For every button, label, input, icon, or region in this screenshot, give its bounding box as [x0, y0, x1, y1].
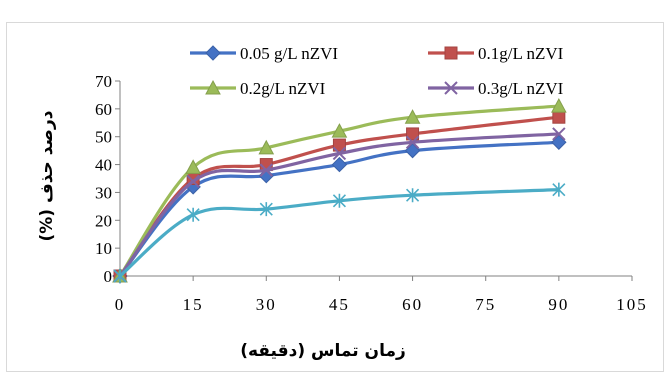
legend: 0.05 g/L nZVI 0.1g/L nZVI 0.2g/L nZVI 0.3g/… — [190, 44, 564, 98]
series-1 — [112, 134, 567, 284]
x-tick-label: 105 — [616, 295, 648, 314]
chart-frame — [6, 22, 664, 372]
data-point — [186, 174, 200, 188]
legend-label: 0.1g/L nZVI — [478, 44, 564, 63]
legend-marker — [205, 45, 221, 61]
y-tick-label: 40 — [95, 156, 112, 175]
data-point — [186, 207, 200, 222]
x-tick-label: 90 — [548, 295, 569, 314]
data-point — [406, 127, 420, 141]
y-tick-label: 30 — [95, 183, 112, 202]
data-point — [404, 142, 421, 159]
data-point — [552, 182, 566, 197]
series-3 — [112, 98, 567, 283]
x-tick-label: 0 — [115, 295, 126, 314]
data-point — [552, 127, 566, 141]
data-point — [405, 135, 420, 149]
legend-item: 0.3g/L nZVI — [428, 79, 564, 98]
y-tick-label: 20 — [95, 211, 112, 230]
series-line — [118, 140, 559, 278]
legend-label: 0.3g/L nZVI — [478, 79, 564, 98]
y-tick-label: 60 — [95, 100, 112, 119]
x-axis-label: زمان تماس (دقیقه) — [240, 341, 406, 361]
data-point — [332, 138, 346, 152]
data-point — [113, 269, 127, 283]
x-tick-label: 45 — [329, 295, 350, 314]
legend-label: 0.2g/L nZVI — [240, 79, 326, 98]
data-point — [259, 163, 273, 177]
y-tick-label: 70 — [95, 72, 112, 91]
data-point — [185, 159, 201, 174]
data-point — [406, 188, 420, 203]
legend-marker — [444, 81, 458, 95]
data-point — [332, 146, 347, 161]
data-point — [331, 123, 348, 138]
data-point — [551, 98, 567, 113]
legend-item: 0.1g/L nZVI — [428, 44, 564, 63]
y-tick-label: 0 — [104, 267, 113, 286]
axes: 0 10 20 30 40 50 60 70 0 15 30 45 60 75 90 105 — [95, 72, 648, 314]
data-point — [258, 139, 275, 155]
data-point — [551, 134, 567, 150]
x-tick-label: 15 — [183, 295, 204, 314]
y-tick-label: 10 — [95, 239, 112, 258]
data-point — [404, 109, 421, 124]
legend-label: 0.05 g/L nZVI — [240, 44, 338, 63]
data-point — [552, 110, 566, 124]
data-point — [332, 193, 346, 208]
y-axis-label: درصد حذف (%) — [37, 110, 57, 241]
legend-item: 0.2g/L nZVI — [190, 79, 326, 98]
series-5 — [113, 182, 566, 283]
series-line — [118, 104, 559, 277]
series-layer — [112, 98, 567, 284]
legend-item: 0.05 g/L nZVI — [190, 44, 338, 63]
x-tick-label: 30 — [256, 295, 277, 314]
legend-marker — [205, 79, 221, 95]
series-line — [118, 188, 559, 278]
x-tick-label: 75 — [475, 295, 496, 314]
data-point — [259, 202, 273, 217]
data-point — [331, 156, 348, 173]
series-line — [118, 132, 559, 277]
x-tick-label: 60 — [402, 295, 423, 314]
y-tick-label: 50 — [95, 128, 112, 147]
legend-marker — [444, 46, 458, 60]
